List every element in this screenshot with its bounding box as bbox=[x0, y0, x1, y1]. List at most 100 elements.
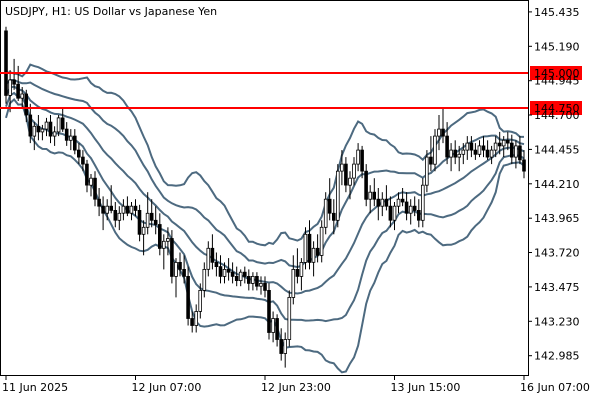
candle-body bbox=[384, 198, 389, 207]
candle bbox=[202, 262, 207, 298]
candle bbox=[497, 131, 502, 155]
candle-body bbox=[121, 205, 126, 214]
candle bbox=[64, 122, 69, 146]
candle-body bbox=[137, 209, 142, 235]
candle-body bbox=[85, 163, 89, 186]
candle bbox=[291, 255, 296, 305]
candle bbox=[453, 140, 457, 165]
candle-body bbox=[348, 177, 352, 186]
y-tick-label: 142.985 bbox=[534, 350, 580, 363]
x-tick-label: 16 Jun 07:00 bbox=[520, 381, 590, 394]
candle bbox=[400, 188, 405, 207]
candle-body bbox=[117, 212, 122, 221]
price-level-label: 144.750 bbox=[534, 102, 580, 115]
candle-body bbox=[36, 125, 41, 133]
candle-body bbox=[214, 261, 219, 267]
candle bbox=[271, 311, 275, 343]
candle bbox=[340, 150, 344, 186]
candle bbox=[299, 258, 304, 291]
candle bbox=[348, 171, 352, 200]
candle bbox=[174, 258, 178, 298]
candle bbox=[186, 266, 190, 326]
y-axis: 145.435 145.190 144.945 144.700 144.455 144.2… bbox=[528, 6, 580, 363]
candle bbox=[457, 145, 461, 172]
candle bbox=[170, 230, 174, 284]
candle-body bbox=[275, 318, 279, 340]
candle-body bbox=[210, 247, 215, 263]
candle bbox=[161, 234, 166, 270]
candle-body bbox=[424, 156, 429, 186]
candle bbox=[145, 192, 150, 235]
candle bbox=[69, 129, 73, 151]
candle bbox=[210, 234, 215, 270]
candle bbox=[178, 252, 182, 277]
candle bbox=[194, 304, 199, 333]
candle-body bbox=[453, 149, 457, 158]
candle bbox=[206, 241, 211, 277]
x-tick-label: 12 Jun 23:00 bbox=[261, 381, 331, 394]
candle-body bbox=[323, 198, 328, 228]
candle-body bbox=[73, 135, 77, 151]
candle bbox=[36, 115, 41, 141]
candle-body bbox=[429, 156, 433, 165]
candle bbox=[429, 136, 433, 172]
candle-body bbox=[505, 139, 510, 144]
candle bbox=[226, 258, 231, 281]
candle bbox=[408, 199, 413, 225]
candle-body bbox=[396, 198, 401, 207]
candle-body bbox=[263, 282, 267, 291]
candle bbox=[190, 311, 194, 333]
candle bbox=[275, 314, 279, 347]
candle-body bbox=[259, 282, 263, 287]
candle bbox=[28, 103, 33, 144]
candle-body bbox=[267, 289, 271, 333]
candle bbox=[396, 192, 401, 214]
candle-body bbox=[206, 247, 211, 270]
candle-body bbox=[202, 268, 207, 291]
candle bbox=[319, 220, 324, 263]
candle-body bbox=[364, 170, 368, 200]
bollinger-bands-layer bbox=[5, 63, 525, 374]
candle-body bbox=[109, 205, 114, 211]
candle-body bbox=[52, 131, 57, 137]
candle-body bbox=[12, 79, 16, 85]
candle bbox=[263, 276, 267, 298]
candle bbox=[93, 171, 97, 207]
plot-frame bbox=[0, 0, 529, 376]
candle-body bbox=[145, 212, 150, 228]
candle-body bbox=[16, 83, 20, 99]
x-tick-label: 11 Jun 2025 bbox=[2, 381, 68, 394]
candle bbox=[81, 150, 85, 172]
candle-body bbox=[97, 198, 101, 207]
candle bbox=[477, 140, 482, 158]
candle-body bbox=[408, 205, 413, 214]
candle-body bbox=[218, 266, 223, 277]
candle bbox=[352, 157, 356, 186]
x-axis: 11 Jun 2025 12 Jun 07:00 12 Jun 23:00 13 Ju… bbox=[2, 376, 590, 394]
candle-body bbox=[485, 149, 490, 158]
candle bbox=[109, 185, 114, 214]
candle-body bbox=[477, 145, 482, 155]
candle-body bbox=[481, 145, 486, 151]
candle-body bbox=[250, 275, 255, 284]
candle-body bbox=[60, 117, 65, 130]
candle bbox=[16, 65, 20, 101]
candle bbox=[121, 199, 126, 221]
candle bbox=[441, 108, 445, 144]
candle bbox=[73, 129, 77, 155]
candle-body bbox=[344, 163, 348, 186]
candle bbox=[295, 248, 300, 284]
candle bbox=[416, 199, 421, 228]
candle bbox=[287, 290, 292, 347]
candle bbox=[376, 188, 381, 221]
band-lower-2-line bbox=[5, 98, 525, 374]
candle-body bbox=[299, 261, 304, 277]
candle-body bbox=[283, 339, 287, 354]
candle bbox=[469, 136, 474, 158]
candle bbox=[356, 143, 360, 172]
candle-body bbox=[445, 135, 449, 158]
candle bbox=[485, 140, 490, 160]
candle-body bbox=[441, 128, 445, 137]
candle bbox=[242, 266, 247, 284]
candle bbox=[20, 87, 24, 108]
